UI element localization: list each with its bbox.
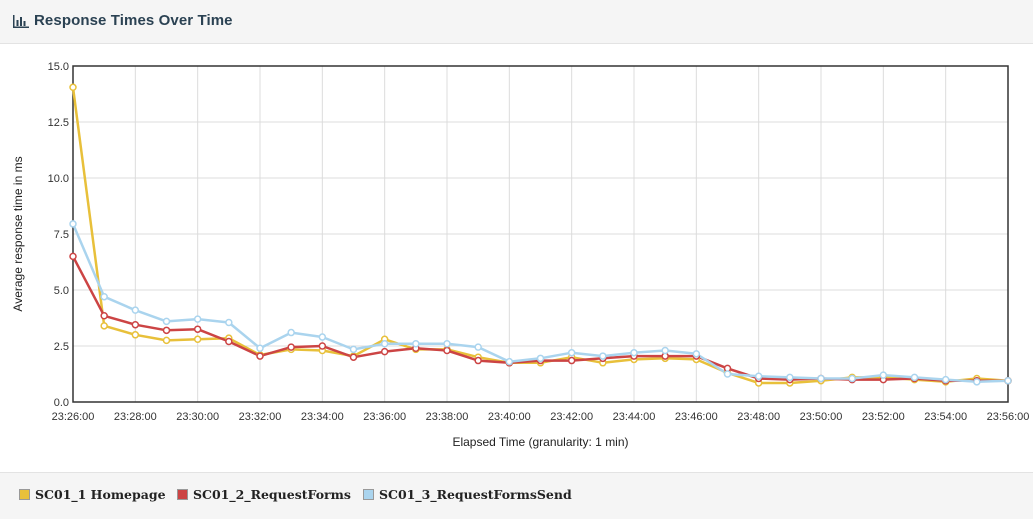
data-point-2[interactable] — [318, 333, 327, 341]
data-point-1[interactable] — [318, 342, 327, 350]
data-point-1[interactable] — [287, 343, 295, 351]
data-point-2[interactable] — [567, 348, 576, 357]
y-tick-label: 15.0 — [48, 61, 69, 73]
y-tick-label: 10.0 — [48, 173, 69, 185]
data-point-1[interactable] — [193, 325, 202, 333]
data-point-2[interactable] — [817, 374, 825, 383]
legend-label-requestformssend: SC01_3_RequestFormsSend — [379, 487, 572, 502]
x-tick-label: 23:52:00 — [862, 411, 905, 423]
data-point-0[interactable] — [131, 331, 140, 339]
y-tick-label: 5.0 — [54, 285, 69, 297]
x-tick-label: 23:32:00 — [239, 411, 282, 423]
y-tick-label: 2.5 — [54, 341, 69, 353]
legend-swatch-requestformssend — [363, 489, 374, 500]
data-point-2[interactable] — [692, 350, 701, 358]
data-point-1[interactable] — [225, 337, 233, 346]
data-point-2[interactable] — [754, 372, 763, 380]
data-point-1[interactable] — [69, 252, 77, 261]
x-tick-label: 23:42:00 — [550, 411, 593, 423]
data-point-2[interactable] — [100, 292, 108, 301]
data-point-2[interactable] — [973, 378, 981, 386]
data-point-2[interactable] — [630, 348, 638, 357]
response-times-chart: 23:26:00 23:28:00 23:30:00 23:32:00 23:34:00… — [11, 61, 1030, 449]
data-point-2[interactable] — [941, 375, 950, 384]
x-tick-label: 23:44:00 — [613, 411, 656, 423]
data-point-1[interactable] — [474, 356, 482, 365]
x-tick-label: 23:30:00 — [176, 411, 219, 423]
plot-frame — [72, 65, 1009, 403]
data-point-2[interactable] — [910, 373, 919, 382]
data-point-2[interactable] — [256, 344, 264, 352]
data-point-0[interactable] — [69, 83, 77, 92]
series-lines — [71, 87, 1009, 385]
data-point-2[interactable] — [536, 354, 545, 363]
data-point-2[interactable] — [1004, 376, 1012, 385]
x-tick-label: 23:38:00 — [426, 411, 469, 423]
data-point-2[interactable] — [723, 370, 732, 378]
y-axis-title: Average response time in ms — [11, 156, 25, 311]
legend-swatch-requestforms — [177, 489, 188, 500]
data-point-1[interactable] — [162, 326, 171, 335]
x-tick-label: 23:48:00 — [737, 411, 780, 423]
panel-heading: Response Times Over Time — [0, 0, 1033, 44]
legend-label-requestforms: SC01_2_RequestForms — [193, 487, 351, 502]
data-point-1[interactable] — [349, 353, 358, 361]
x-tick-label: 23:40:00 — [488, 411, 531, 423]
data-point-2[interactable] — [69, 220, 77, 228]
x-tick-label: 23:34:00 — [301, 411, 344, 423]
x-tick-label: 23:50:00 — [800, 411, 843, 423]
data-point-2[interactable] — [380, 340, 389, 348]
data-point-2[interactable] — [505, 357, 514, 366]
y-tick-label: 12.5 — [48, 117, 69, 129]
data-point-0[interactable] — [193, 335, 202, 344]
data-point-2[interactable] — [287, 328, 295, 337]
data-point-2[interactable] — [879, 371, 888, 379]
grid-lines — [72, 65, 1009, 403]
data-point-2[interactable] — [661, 346, 669, 355]
legend: SC01_1 Homepage SC01_2_RequestForms SC01… — [0, 472, 1033, 519]
x-tick-label: 23:36:00 — [363, 411, 406, 423]
bar-chart-icon — [13, 15, 29, 28]
data-point-1[interactable] — [380, 347, 389, 356]
data-point-2[interactable] — [162, 317, 171, 326]
series-points — [69, 83, 1012, 387]
series-line-0 — [71, 87, 1009, 385]
data-point-1[interactable] — [567, 356, 576, 365]
data-point-1[interactable] — [443, 346, 451, 355]
axes: 23:26:00 23:28:00 23:30:00 23:32:00 23:34:00… — [48, 61, 1030, 423]
data-point-1[interactable] — [131, 320, 140, 329]
legend-label-homepage: SC01_1 Homepage — [35, 487, 166, 502]
x-tick-label: 23:46:00 — [675, 411, 718, 423]
data-point-2[interactable] — [848, 374, 856, 383]
legend-swatch-homepage — [19, 489, 30, 500]
chart-title: Response Times Over Time — [34, 12, 233, 29]
x-tick-label: 23:26:00 — [52, 411, 95, 423]
data-point-2[interactable] — [412, 340, 420, 348]
data-point-1[interactable] — [100, 312, 108, 320]
x-tick-label: 23:28:00 — [114, 411, 157, 423]
data-point-2[interactable] — [599, 352, 607, 360]
data-point-2[interactable] — [786, 373, 794, 382]
data-point-0[interactable] — [100, 322, 108, 330]
x-axis-title: Elapsed Time (granularity: 1 min) — [452, 435, 628, 449]
data-point-2[interactable] — [225, 318, 233, 327]
data-point-2[interactable] — [474, 343, 482, 351]
x-tick-label: 23:54:00 — [924, 411, 967, 423]
data-point-1[interactable] — [256, 352, 264, 360]
data-point-2[interactable] — [443, 340, 451, 348]
data-point-0[interactable] — [162, 336, 171, 345]
y-tick-label: 7.5 — [54, 229, 69, 241]
y-tick-label: 0.0 — [54, 397, 69, 409]
data-point-2[interactable] — [349, 345, 358, 354]
data-point-2[interactable] — [193, 315, 202, 323]
x-tick-label: 23:56:00 — [987, 411, 1030, 423]
data-point-2[interactable] — [131, 306, 140, 314]
